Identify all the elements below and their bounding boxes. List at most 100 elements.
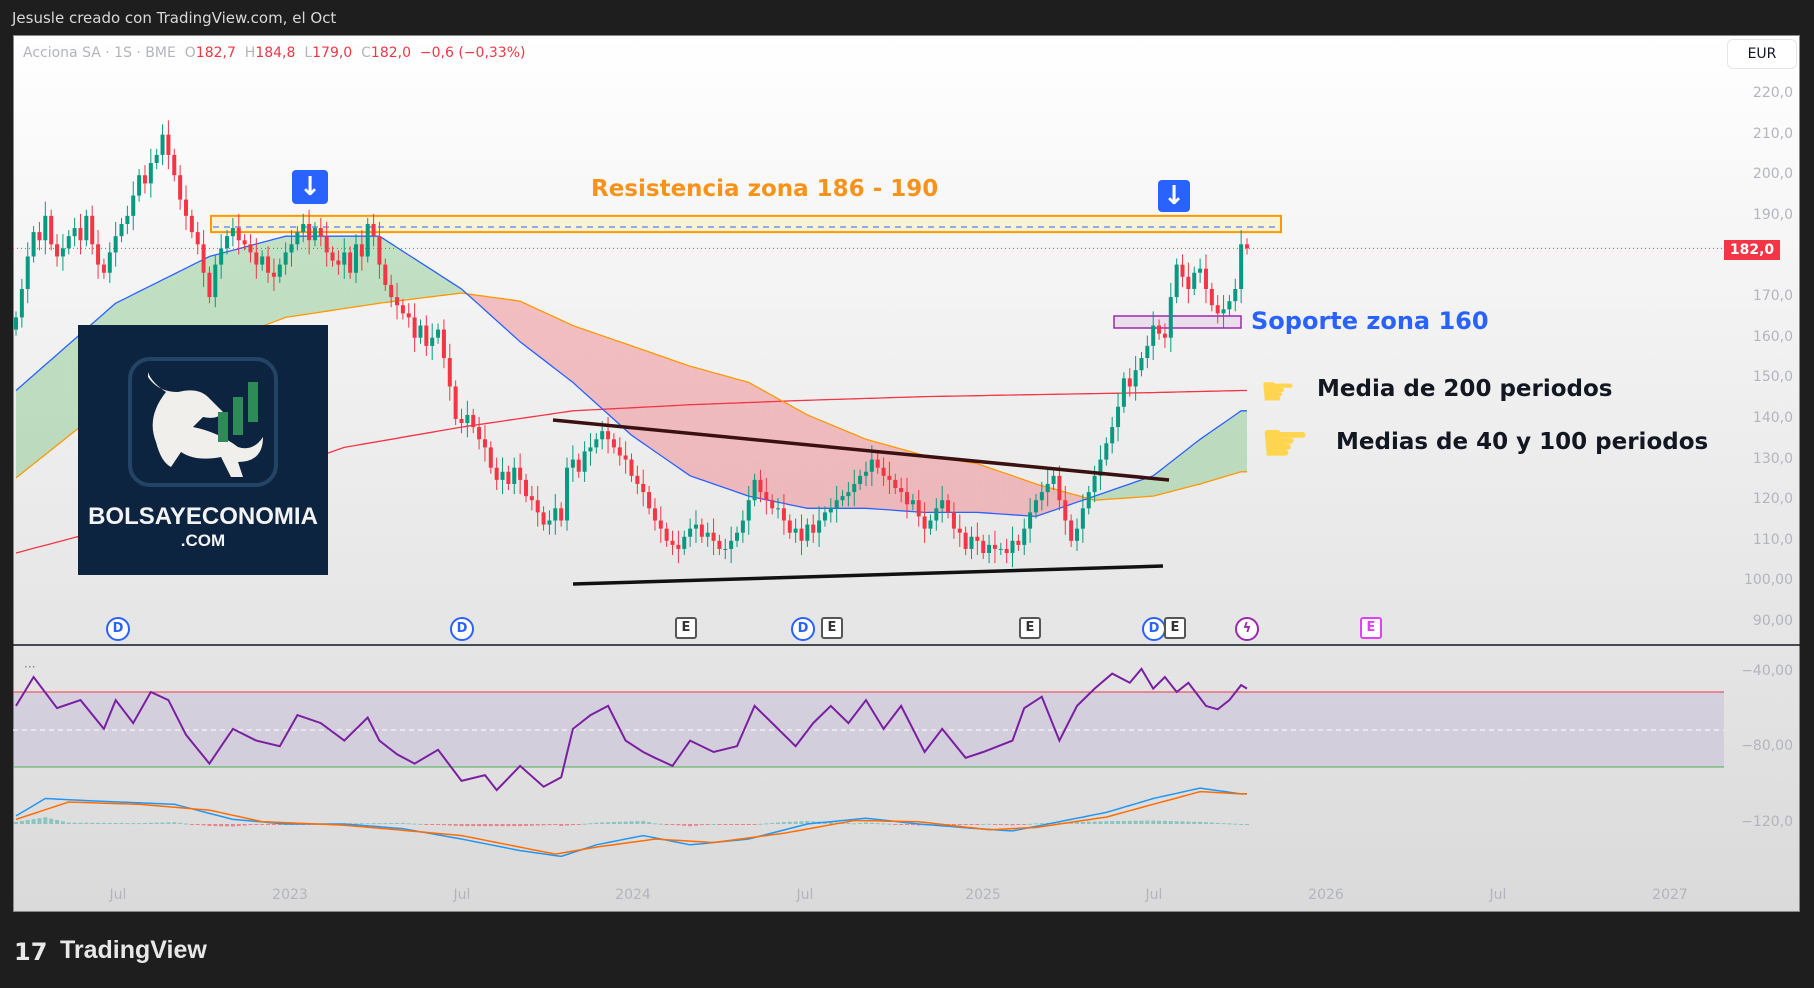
candle-body — [600, 431, 605, 440]
earnings-marker[interactable]: E — [675, 617, 697, 639]
candle-body — [1080, 508, 1085, 529]
earnings-marker[interactable]: E — [1019, 617, 1041, 639]
macd-histogram-bar — [1133, 820, 1138, 824]
macd-histogram-bar — [799, 821, 804, 824]
candle-body — [318, 228, 323, 237]
candle-body — [1063, 500, 1068, 521]
macd-histogram-bar — [1198, 821, 1203, 824]
ma-cloud-fill — [654, 353, 661, 456]
flash-event-icon[interactable]: ϟ — [1235, 617, 1259, 641]
macd-histogram-bar — [365, 823, 370, 825]
ma-cloud-fill — [924, 455, 931, 513]
ma-cloud-fill — [438, 273, 444, 296]
candle-body — [125, 215, 130, 224]
macd-histogram-bar — [699, 824, 704, 826]
ma-cloud-fill — [443, 277, 450, 296]
macd-histogram-bar — [523, 824, 528, 826]
support-label[interactable]: Soporte zona 160 — [1251, 307, 1489, 335]
macd-histogram-bar — [963, 824, 968, 825]
candle-body — [922, 516, 927, 529]
macd-histogram-bar — [957, 824, 962, 825]
price-axis-tick: 130,0 — [1752, 450, 1793, 467]
ma-cloud-fill — [883, 444, 890, 510]
ma-cloud-fill — [713, 372, 720, 486]
macd-histogram-bar — [576, 824, 581, 825]
macd-histogram-bar — [676, 824, 681, 826]
upcoming-earnings-marker[interactable]: E — [1360, 617, 1382, 639]
candle-body — [55, 244, 60, 257]
ma-cloud-fill — [701, 369, 708, 482]
macd-histogram-bar — [746, 824, 751, 825]
ma-cloud-fill — [1194, 439, 1201, 486]
ma-cloud-fill — [455, 285, 462, 294]
candle-body — [1198, 268, 1203, 273]
macd-histogram-bar — [25, 820, 30, 824]
dividend-marker[interactable]: D — [450, 617, 474, 641]
macd-histogram-bar — [1121, 820, 1126, 824]
dividend-marker[interactable]: D — [106, 617, 130, 641]
candle-body — [711, 532, 716, 541]
tradingview-brand[interactable]: TradingView — [60, 936, 207, 964]
indicator-menu-dots[interactable]: ··· — [24, 660, 36, 674]
ma-cloud-fill — [731, 377, 738, 493]
macd-histogram-bar — [236, 824, 241, 827]
macd-histogram-bar — [1168, 821, 1173, 824]
candle-body — [49, 215, 54, 245]
candle-body — [1209, 288, 1214, 306]
candle-body — [14, 317, 18, 330]
price-axis-tick: 160,0 — [1752, 328, 1793, 345]
ma-cloud-fill — [555, 317, 562, 374]
candle-body — [834, 500, 839, 509]
arrow-down-icon[interactable]: ↓ — [292, 170, 328, 204]
candle-body — [576, 459, 581, 472]
open-value: 182,7 — [195, 45, 236, 61]
macd-histogram-bar — [1215, 822, 1220, 824]
candle-body — [406, 313, 411, 318]
candle-body — [353, 244, 358, 273]
candle-body — [1010, 540, 1015, 554]
dividend-marker[interactable]: D — [791, 617, 815, 641]
ma-cloud-fill — [690, 366, 696, 478]
ma-cloud-fill — [860, 436, 866, 509]
ma-cloud-fill — [402, 251, 409, 301]
macd-histogram-bar — [617, 821, 622, 824]
macd-histogram-bar — [1039, 823, 1044, 825]
candle-body — [160, 134, 165, 155]
candle-body — [623, 455, 628, 460]
earnings-marker[interactable]: E — [821, 617, 843, 639]
candle-body — [301, 223, 306, 233]
macd-histogram-bar — [424, 824, 429, 825]
currency-button[interactable]: EUR — [1727, 39, 1797, 69]
symbol-name[interactable]: Acciona SA · 1S · BME — [23, 45, 176, 61]
candle-body — [793, 528, 798, 533]
ma200-label[interactable]: Media de 200 periodos — [1317, 376, 1613, 402]
macd-histogram-bar — [66, 822, 71, 824]
candle-body — [494, 467, 499, 480]
macd-histogram-bar — [96, 822, 101, 824]
ma-cloud-fill — [666, 358, 673, 464]
dividend-marker[interactable]: D — [1142, 617, 1166, 641]
macd-histogram-bar — [1221, 823, 1226, 825]
candle-body — [1186, 276, 1191, 289]
macd-histogram-bar — [858, 822, 863, 824]
ma40-100-label[interactable]: Medias de 40 y 100 periodos — [1336, 429, 1709, 455]
resistance-label[interactable]: Resistencia zona 186 - 190 — [591, 176, 939, 202]
arrow-down-icon[interactable]: ↓ — [1158, 180, 1190, 212]
macd-histogram-bar — [723, 824, 728, 825]
macd-histogram-bar — [101, 822, 106, 824]
ma-cloud-fill — [473, 294, 480, 305]
ma-cloud-fill — [1229, 414, 1236, 476]
ma-cloud-fill — [865, 439, 872, 509]
candle-body — [846, 492, 851, 497]
macd-histogram-bar — [1116, 821, 1121, 824]
candle-body — [37, 232, 42, 241]
candle-body — [523, 479, 528, 497]
earnings-marker[interactable]: E — [1164, 617, 1186, 639]
macd-histogram-bar — [529, 824, 534, 826]
ma-cloud-fill — [543, 311, 550, 365]
macd-histogram-bar — [225, 824, 230, 827]
macd-histogram-bar — [693, 824, 698, 826]
candle-body — [330, 252, 335, 261]
time-axis-tick: 2027 — [1652, 887, 1688, 903]
